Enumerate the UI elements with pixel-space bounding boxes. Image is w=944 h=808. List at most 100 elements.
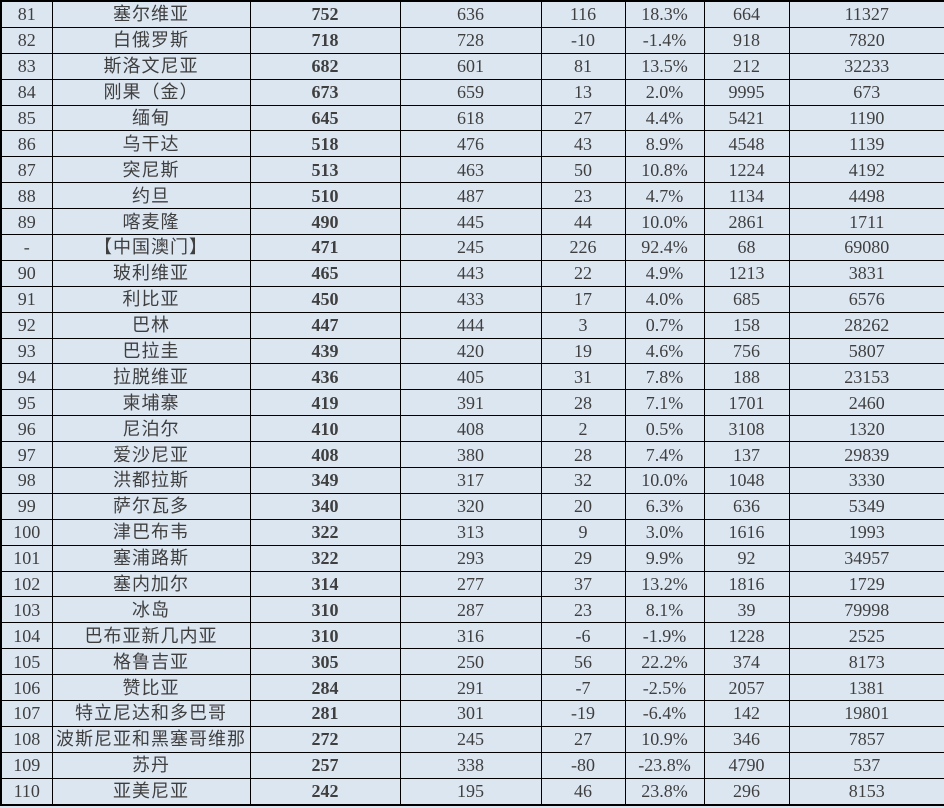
seventh-column-cell: 1224 xyxy=(703,156,790,184)
eighth-column-cell: 6576 xyxy=(788,285,944,313)
growth-rate-cell: 9.9% xyxy=(624,544,705,572)
secondary-value-cell: 250 xyxy=(399,648,542,676)
region-name-cell: 白俄罗斯 xyxy=(51,26,251,54)
growth-rate-cell: 3.0% xyxy=(624,518,705,546)
rank-cell: 89 xyxy=(0,208,53,236)
secondary-value-cell: 287 xyxy=(399,596,542,624)
rank-cell: 96 xyxy=(0,415,53,443)
secondary-value-cell: 301 xyxy=(399,700,542,727)
region-name-cell: 亚美尼亚 xyxy=(51,777,251,806)
secondary-value-cell: 338 xyxy=(399,751,542,779)
seventh-column-cell: 212 xyxy=(703,52,790,80)
seventh-column-cell: 1701 xyxy=(703,389,790,417)
change-value-cell: 3 xyxy=(540,311,626,339)
eighth-column-cell: 2525 xyxy=(788,622,944,650)
primary-value-cell: 281 xyxy=(249,700,401,727)
eighth-column-cell: 7820 xyxy=(788,26,944,54)
table-row: 109 苏丹 257 338 -80 -23.8% 4790 537 xyxy=(0,751,944,779)
region-name-cell: 拉脱维亚 xyxy=(51,363,251,391)
primary-value-cell: 284 xyxy=(249,674,401,702)
secondary-value-cell: 391 xyxy=(399,389,542,417)
change-value-cell: 23 xyxy=(540,596,626,624)
table-row: 84 刚果（金） 673 659 13 2.0% 9995 673 xyxy=(0,78,944,106)
change-value-cell: 17 xyxy=(540,285,626,313)
region-name-cell: 巴拉圭 xyxy=(51,337,251,365)
growth-rate-cell: 4.9% xyxy=(624,259,705,287)
rank-cell: 108 xyxy=(0,725,53,753)
table-row: 106 赞比亚 284 291 -7 -2.5% 2057 1381 xyxy=(0,674,944,702)
rank-cell: 103 xyxy=(0,596,53,624)
growth-rate-cell: -1.9% xyxy=(624,622,705,650)
primary-value-cell: 322 xyxy=(249,544,401,572)
eighth-column-cell: 32233 xyxy=(788,52,944,80)
change-value-cell: -6 xyxy=(540,622,626,650)
seventh-column-cell: 142 xyxy=(703,700,790,727)
secondary-value-cell: 618 xyxy=(399,104,542,132)
table-row: 90 玻利维亚 465 443 22 4.9% 1213 3831 xyxy=(0,259,944,287)
table-row: 102 塞内加尔 314 277 37 13.2% 1816 1729 xyxy=(0,570,944,598)
table-row: 86 乌干达 518 476 43 8.9% 4548 1139 xyxy=(0,130,944,158)
primary-value-cell: 447 xyxy=(249,311,401,339)
secondary-value-cell: 291 xyxy=(399,674,542,702)
seventh-column-cell: 39 xyxy=(703,596,790,624)
table-row: 108 波斯尼亚和黑塞哥维那 272 245 27 10.9% 346 7857 xyxy=(0,725,944,753)
primary-value-cell: 718 xyxy=(249,26,401,54)
rank-cell: 106 xyxy=(0,674,53,702)
table-row: 87 突尼斯 513 463 50 10.8% 1224 4192 xyxy=(0,156,944,184)
secondary-value-cell: 317 xyxy=(399,467,542,494)
rank-cell: 90 xyxy=(0,259,53,287)
seventh-column-cell: 756 xyxy=(703,337,790,365)
growth-rate-cell: 13.5% xyxy=(624,52,705,80)
growth-rate-cell: -23.8% xyxy=(624,751,705,779)
eighth-column-cell: 2460 xyxy=(788,389,944,417)
seventh-column-cell: 1048 xyxy=(703,467,790,494)
eighth-column-cell: 8153 xyxy=(788,777,944,806)
primary-value-cell: 436 xyxy=(249,363,401,391)
primary-value-cell: 310 xyxy=(249,596,401,624)
rank-cell: 104 xyxy=(0,622,53,650)
table-row: 92 巴林 447 444 3 0.7% 158 28262 xyxy=(0,311,944,339)
eighth-column-cell: 1729 xyxy=(788,570,944,598)
table-row: 88 约旦 510 487 23 4.7% 1134 4498 xyxy=(0,182,944,210)
seventh-column-cell: 918 xyxy=(703,26,790,54)
table-row: 107 特立尼达和多巴哥 281 301 -19 -6.4% 142 19801 xyxy=(0,700,944,727)
change-value-cell: 226 xyxy=(540,234,626,261)
primary-value-cell: 450 xyxy=(249,285,401,313)
region-name-cell: 缅甸 xyxy=(51,104,251,132)
seventh-column-cell: 158 xyxy=(703,311,790,339)
growth-rate-cell: 2.0% xyxy=(624,78,705,106)
table-row: 103 冰岛 310 287 23 8.1% 39 79998 xyxy=(0,596,944,624)
seventh-column-cell: 188 xyxy=(703,363,790,391)
seventh-column-cell: 5421 xyxy=(703,104,790,132)
seventh-column-cell: 68 xyxy=(703,234,790,261)
secondary-value-cell: 601 xyxy=(399,52,542,80)
table-row: 97 爱沙尼亚 408 380 28 7.4% 137 29839 xyxy=(0,441,944,469)
table-row: 105 格鲁吉亚 305 250 56 22.2% 374 8173 xyxy=(0,648,944,676)
primary-value-cell: 513 xyxy=(249,156,401,184)
region-name-cell: 塞内加尔 xyxy=(51,570,251,598)
rank-cell: - xyxy=(0,234,53,261)
table-row: 99 萨尔瓦多 340 320 20 6.3% 636 5349 xyxy=(0,492,944,520)
region-name-cell: 玻利维亚 xyxy=(51,259,251,287)
region-name-cell: 萨尔瓦多 xyxy=(51,492,251,520)
growth-rate-cell: 7.4% xyxy=(624,441,705,469)
table-row: 93 巴拉圭 439 420 19 4.6% 756 5807 xyxy=(0,337,944,365)
growth-rate-cell: 6.3% xyxy=(624,492,705,520)
growth-rate-cell: 92.4% xyxy=(624,234,705,261)
change-value-cell: 13 xyxy=(540,78,626,106)
primary-value-cell: 673 xyxy=(249,78,401,106)
eighth-column-cell: 69080 xyxy=(788,234,944,261)
growth-rate-cell: 23.8% xyxy=(624,777,705,806)
seventh-column-cell: 1616 xyxy=(703,518,790,546)
eighth-column-cell: 1139 xyxy=(788,130,944,158)
seventh-column-cell: 137 xyxy=(703,441,790,469)
region-name-cell: 赞比亚 xyxy=(51,674,251,702)
rank-cell: 88 xyxy=(0,182,53,210)
seventh-column-cell: 9995 xyxy=(703,78,790,106)
rank-cell: 86 xyxy=(0,130,53,158)
rank-cell: 83 xyxy=(0,52,53,80)
eighth-column-cell: 11327 xyxy=(788,0,944,28)
secondary-value-cell: 320 xyxy=(399,492,542,520)
rank-cell: 87 xyxy=(0,156,53,184)
